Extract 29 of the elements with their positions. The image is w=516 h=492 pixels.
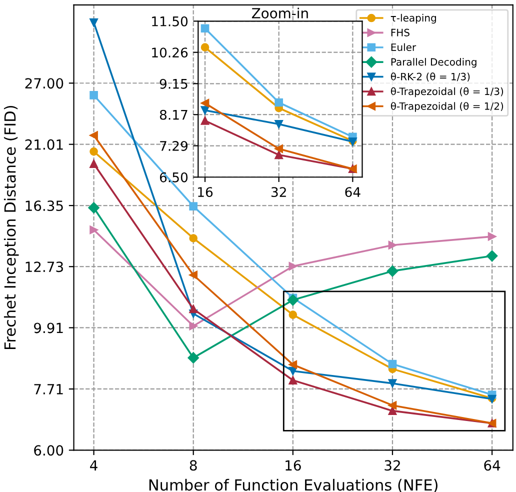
y-tick-label: 11.50 <box>152 16 188 26</box>
y-tick-label: 12.73 <box>26 262 63 272</box>
chart-title: Zoom-in <box>252 8 308 18</box>
x-tick-label: 16 <box>198 187 213 198</box>
y-tick-label: 7.71 <box>34 384 63 394</box>
y-tick-label: 10.26 <box>152 48 188 58</box>
legend-label: θ-RK-2 (θ = 1/3) <box>390 72 470 82</box>
y-tick-label: 6.00 <box>34 445 64 456</box>
x-tick-label: 16 <box>286 460 301 471</box>
legend-label: θ-Trapezoidal (θ = 1/3) <box>390 87 504 98</box>
legend-label: Euler <box>391 43 416 52</box>
y-tick-label: 27.00 <box>25 78 64 89</box>
y-tick-label: 7.29 <box>160 140 188 151</box>
y-tick-label: 21.01 <box>25 139 63 150</box>
x-tick-label: 32 <box>384 460 400 471</box>
y-axis-title: Frechet Inception Distance (FID) <box>4 106 19 349</box>
x-tick-label: 4 <box>90 460 98 470</box>
x-tick-label: 64 <box>484 460 500 471</box>
x-tick-label: 32 <box>271 187 286 198</box>
x-tick-label: 64 <box>345 187 360 198</box>
x-tick-label: 8 <box>190 460 197 471</box>
y-tick-label: 8.17 <box>160 110 188 120</box>
legend-label: FHS <box>391 28 410 36</box>
y-tick-label: 9.15 <box>160 78 188 89</box>
y-tick-label: 16.35 <box>26 200 63 212</box>
legend-label: Parallel Decoding <box>391 58 476 68</box>
legend-label: θ-Trapezoidal (θ = 1/2) <box>390 102 504 112</box>
legend-label: τ-leaping <box>390 14 436 24</box>
y-tick-label: 9.91 <box>34 322 63 334</box>
